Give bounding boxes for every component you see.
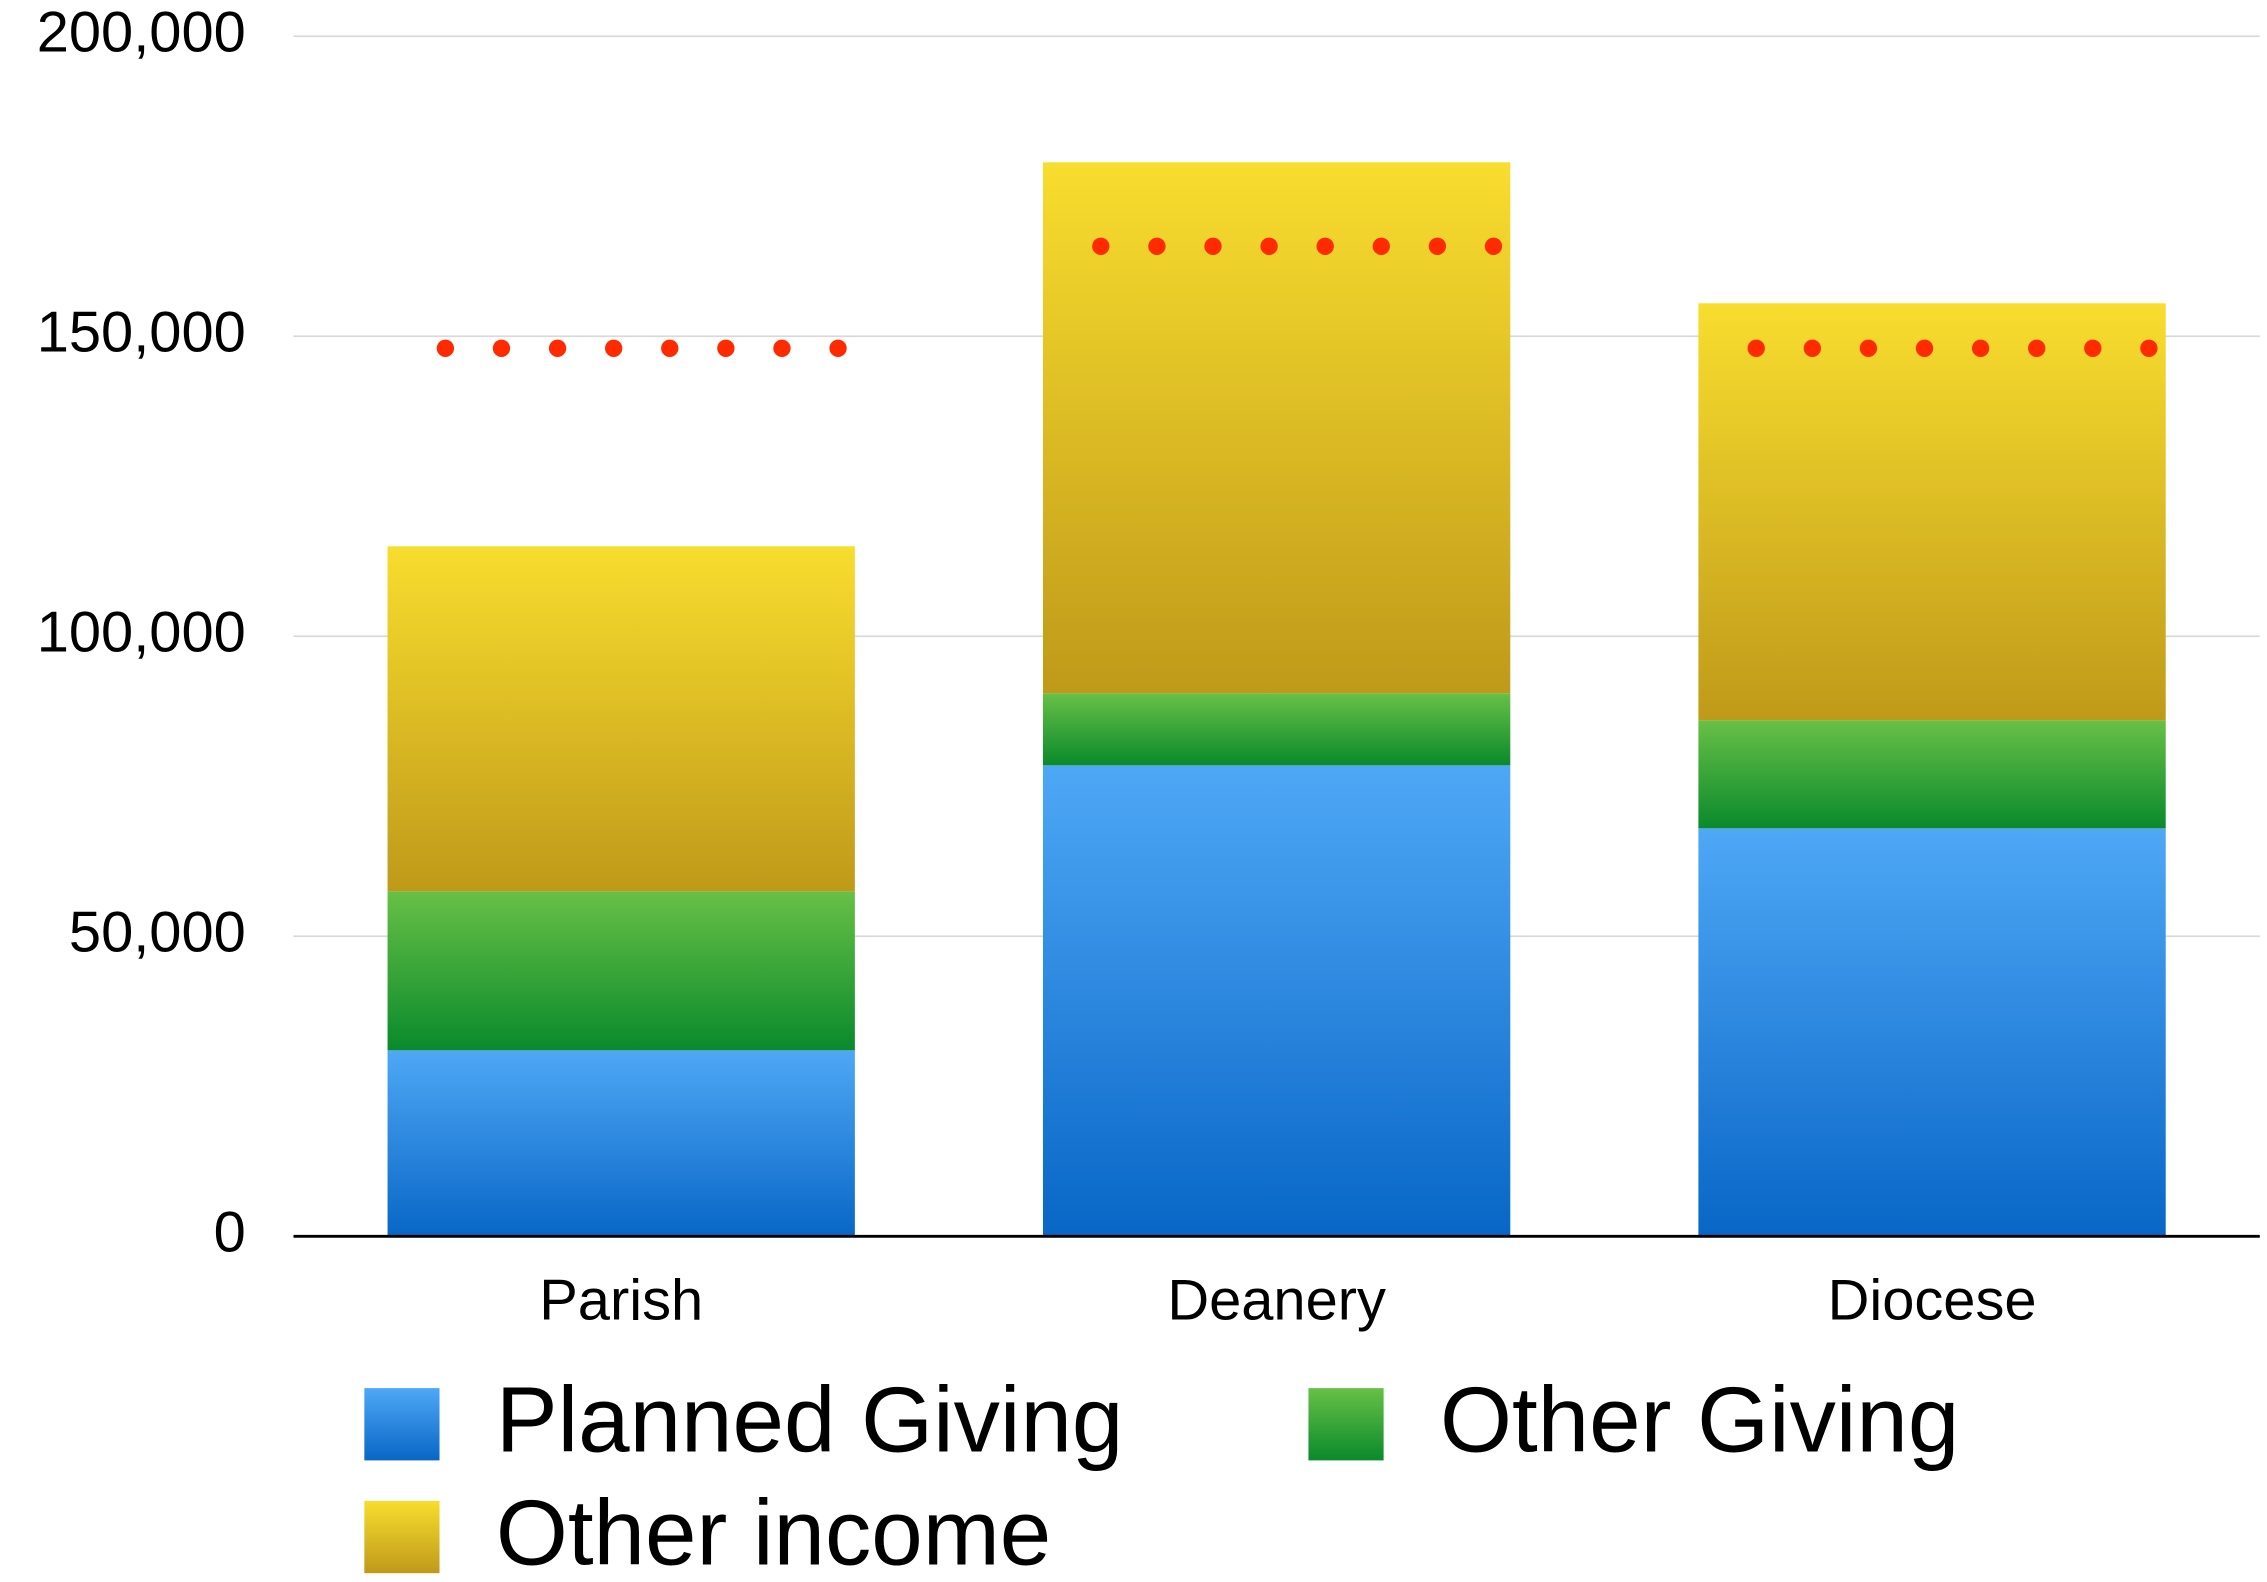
bar-segment (1042, 765, 1511, 1237)
bar-segment (1698, 720, 2166, 829)
y-tick-label: 100,000 (37, 601, 246, 665)
legend-label: Other Giving (1440, 1368, 1959, 1472)
dot (1747, 339, 1765, 357)
y-tick-label: 200,000 (37, 1, 246, 65)
dot (1372, 237, 1390, 255)
dot (492, 339, 511, 357)
bar-segment (387, 546, 855, 892)
dot (661, 339, 679, 357)
x-tick-label: Diocese (1828, 1269, 2037, 1333)
bar-segment (1698, 828, 2166, 1237)
bar-segment (387, 1050, 855, 1237)
dot (1484, 237, 1503, 255)
dot (1428, 237, 1447, 255)
dot (1915, 339, 1934, 357)
y-tick-label: 150,000 (37, 301, 246, 365)
dot (773, 339, 791, 357)
dotted-line (436, 339, 847, 357)
bar-segment (1042, 693, 1511, 766)
x-tick-label: Parish (539, 1269, 703, 1333)
dot (1148, 237, 1166, 255)
dot (1803, 339, 1822, 357)
dot (604, 339, 623, 357)
y-tick-label: 50,000 (69, 901, 246, 965)
dot (2028, 339, 2046, 357)
dotted-line (1747, 339, 2158, 357)
bar-segment (387, 891, 855, 1051)
y-tick-label: 0 (214, 1201, 246, 1265)
dot (1260, 237, 1278, 255)
legend-swatch (1308, 1388, 1384, 1461)
legend-swatch (364, 1388, 440, 1461)
bar-segment (1698, 303, 2166, 721)
dot (1204, 237, 1222, 255)
dot (548, 339, 567, 357)
dot (1092, 237, 1110, 255)
dot (1971, 339, 1990, 357)
legend-label: Other income (496, 1480, 1051, 1582)
dot (436, 339, 455, 357)
legend-swatch (364, 1500, 440, 1574)
dot (1859, 339, 1878, 357)
legend-label: Planned Giving (496, 1368, 1123, 1472)
dot (829, 339, 847, 357)
dotted-line (1092, 237, 1503, 255)
dot (1316, 237, 1334, 255)
x-tick-label: Deanery (1167, 1269, 1386, 1333)
dot (2084, 339, 2102, 357)
dot (2140, 339, 2158, 357)
dot (717, 339, 735, 357)
